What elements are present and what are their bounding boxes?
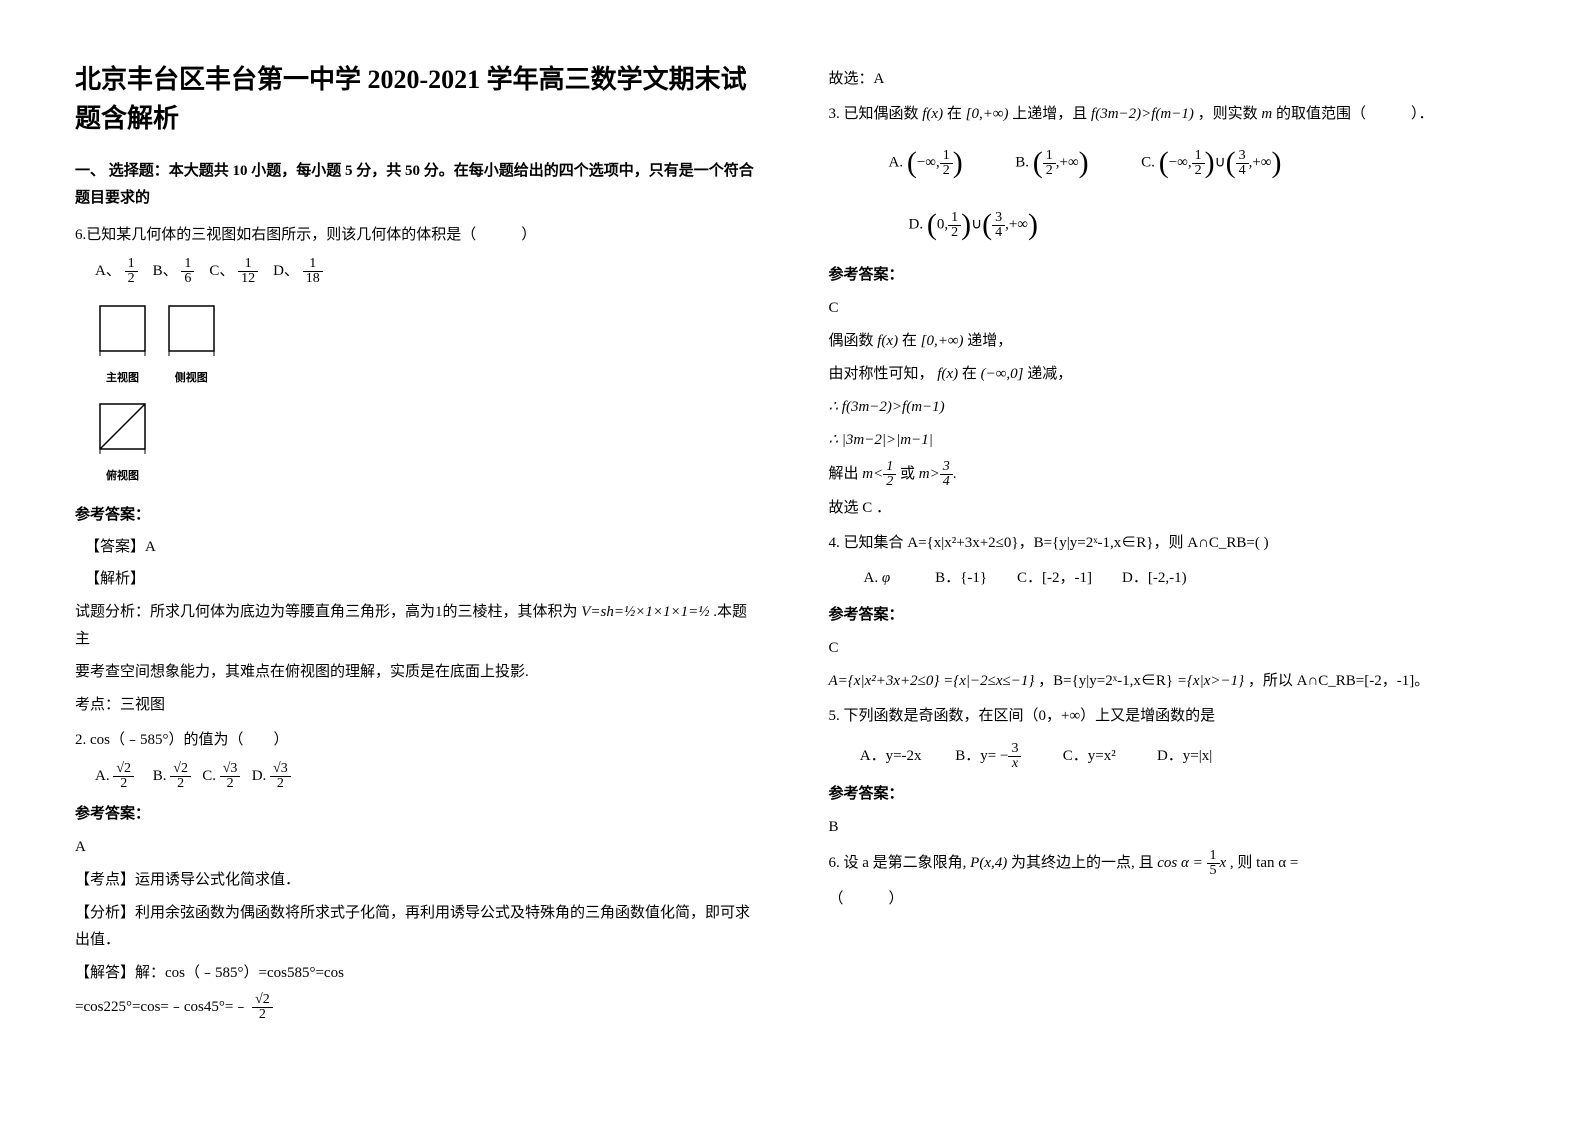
frac-1-2: 12 (125, 257, 138, 286)
q3-ans: C (829, 295, 1513, 322)
q5-opt-d: D．y=|x| (1157, 748, 1212, 764)
q2-fenxi: 【分析】利用余弦函数为偶函数将所求式子化简，再利用诱导公式及特殊角的三角函数值化… (75, 900, 759, 954)
q3-step1: 偶函数 f(x) 在 [0,+∞) 递增， (829, 328, 1513, 355)
q5-ref: 参考答案： (829, 781, 1513, 808)
interval-0inf: [0,+∞) (966, 106, 1009, 122)
q3-options: A. (−∞,12) B. (12,+∞) C. (−∞,12)∪(34,+∞) (889, 136, 1513, 190)
question-6r: 6. 设 a 是第二象限角, P(x,4) 为其终边上的一点, 且 cos α … (829, 849, 1513, 878)
q3-opt-b: B. (1015, 154, 1029, 170)
q5-ans: B (829, 814, 1513, 841)
q3-opt-a: A. (889, 154, 904, 170)
q5-opt-c: C．y=x² (1063, 748, 1116, 764)
q2-ans-frac: √22 (252, 993, 273, 1022)
question-4: 4. 已知集合 A={x|x²+3x+2≤0}，B={y|y=2ˣ-1,x∈R}… (829, 530, 1513, 557)
opt-c-label: C、 (209, 263, 234, 279)
guxuan-a: 故选：A (829, 66, 1513, 93)
svg-text:1: 1 (118, 453, 123, 454)
top-view-label: 俯视图 (95, 467, 150, 487)
q4-opt-a: A. (864, 570, 879, 586)
q2-frac-b: √22 (170, 762, 191, 791)
frac-1-6: 16 (181, 257, 194, 286)
q2-opt-d: D. (252, 768, 267, 784)
side-view-label: 侧视图 (164, 369, 219, 389)
q6r-frac: 15 (1207, 849, 1220, 878)
question-2: 2. cos（﹣585°）的值为（ ） (75, 727, 759, 754)
opt-b-label: B、 (153, 263, 178, 279)
q2-kaodian: 【考点】运用诱导公式化简求值． (75, 867, 759, 894)
ref-answer-label: 参考答案： (75, 502, 759, 529)
q3-step3: ∴ f(3m−2)>f(m−1) (829, 394, 1513, 421)
q4-opts-rest: B．{-1} C．[-2，-1] D．[-2,-1) (935, 570, 1186, 586)
q5-neg: − (1000, 748, 1008, 764)
q2-opt-b: B. (153, 768, 167, 784)
q2-jieda2: =cos225°=cos=﹣cos45°=﹣ √22 (75, 993, 759, 1022)
q6-answer: 【答案】A (85, 534, 759, 561)
q5-frac: 3x (1008, 742, 1021, 771)
q2-ref-label: 参考答案： (75, 801, 759, 828)
q5-opt-a: A．y=-2x (860, 748, 922, 764)
q2-options: A. √22 B. √22 C. √32 D. √32 (95, 762, 759, 791)
main-view-label: 主视图 (95, 369, 150, 389)
q2-frac-c: √32 (220, 762, 241, 791)
q6r-cos: cos α = (1157, 855, 1203, 871)
q3-ref: 参考答案： (829, 262, 1513, 289)
q4-expl: A={x|x²+3x+2≤0} ={x|−2≤x≤−1} ，B={y|y=2ˣ-… (829, 668, 1513, 695)
question-5: 5. 下列函数是奇函数，在区间（0，+∞）上又是增函数的是 (829, 703, 1513, 730)
q3-step5: 解出 m<12 或 m>34. (829, 460, 1513, 489)
q2-answer: A (75, 834, 759, 861)
section-header: 一、 选择题：本大题共 10 小题，每小题 5 分，共 50 分。在每小题给出的… (75, 158, 759, 212)
q2-opt-c: C. (202, 768, 216, 784)
q5-options: A．y=-2x B．y= −3x C．y=x² D．y=|x| (849, 742, 1513, 771)
q4-options: A. φ B．{-1} C．[-2，-1] D．[-2,-1) (849, 565, 1513, 592)
q6-kaodian: 考点：三视图 (75, 692, 759, 719)
frac-1-18: 118 (303, 257, 323, 286)
q3-guxuan: 故选 C ． (829, 495, 1513, 522)
q6-parse-1: 试题分析：所求几何体为底边为等腰直角三角形，高为1的三棱柱，其体积为 V=sh=… (75, 599, 759, 653)
frac-1-12: 112 (238, 257, 258, 286)
q6r-p: P(x,4) (970, 855, 1007, 871)
q2-frac-a: √22 (113, 762, 134, 791)
q4-ref: 参考答案： (829, 602, 1513, 629)
q2-jieda: 【解答】解：cos（﹣585°）=cos585°=cos (75, 960, 759, 987)
m-sym: m (1261, 106, 1272, 122)
q3-step4: ∴ |3m−2|>|m−1| (829, 427, 1513, 454)
q6-parse-2: 要考查空间想象能力，其难点在俯视图的理解，实质是在底面上投影. (75, 659, 759, 686)
q3-options-d: D. (0,12)∪(34,+∞) (909, 198, 1513, 252)
q5-opt-b: B．y= (955, 748, 996, 764)
opt-d-label: D、 (273, 263, 299, 279)
page-title: 北京丰台区丰台第一中学 2020-2021 学年高三数学文期末试题含解析 (75, 60, 759, 138)
q3-cond: f(3m−2)>f(m−1) (1091, 106, 1194, 122)
q2-opt-a: A. (95, 768, 110, 784)
q6-parse-label: 【解析】 (85, 566, 759, 593)
question-3: 3. 已知偶函数 f(x) 在 [0,+∞) 上递增，且 f(3m−2)>f(m… (829, 101, 1513, 128)
three-view-diagram: 1 主视图 1 侧视图 1 俯视图 (95, 296, 759, 492)
q6-options: A、 12 B、 16 C、 112 D、 118 (95, 257, 759, 286)
question-6: 6.已知某几何体的三视图如右图所示，则该几何体的体积是（ ） (75, 222, 759, 249)
phi-sym: φ (882, 570, 890, 586)
opt-a-label: A、 (95, 263, 121, 279)
svg-text:1: 1 (186, 355, 191, 356)
q3-step2: 由对称性可知， f(x) 在 (−∞,0] 递减， (829, 361, 1513, 388)
svg-text:1: 1 (118, 355, 123, 356)
q3-opt-c: C. (1141, 154, 1155, 170)
fx-sym: f(x) (922, 106, 943, 122)
q6r-paren: （ ） (829, 886, 1513, 913)
q3-opt-d: D. (909, 216, 924, 232)
q4-ans: C (829, 635, 1513, 662)
q2-frac-d: √32 (270, 762, 291, 791)
